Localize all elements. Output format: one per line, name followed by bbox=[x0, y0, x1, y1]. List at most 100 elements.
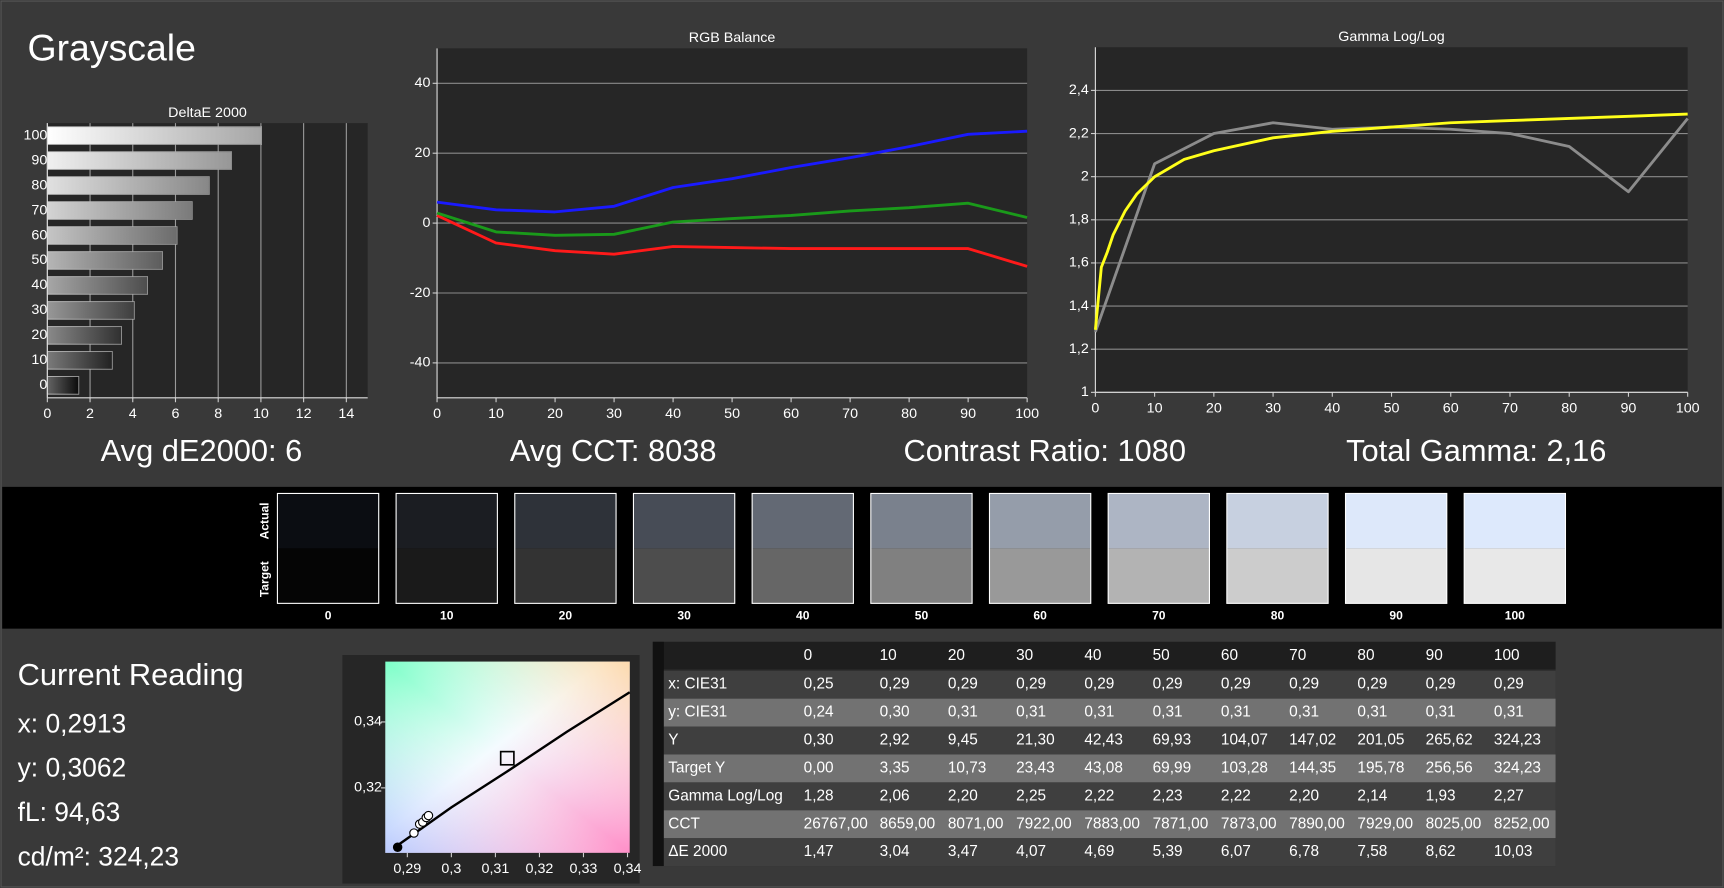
x-tick-label: 20 bbox=[1206, 401, 1222, 417]
x-tick-label: 30 bbox=[1265, 401, 1281, 417]
table-cell: 0,29 bbox=[1084, 676, 1114, 693]
swatch-row-label: Target bbox=[257, 561, 271, 597]
reading-line: y: 0,3062 bbox=[18, 753, 127, 783]
table-cell: 144,35 bbox=[1289, 759, 1336, 776]
data-line bbox=[436, 201, 1028, 237]
table-cell: 10,03 bbox=[1494, 843, 1533, 860]
table-cell: 0,29 bbox=[1426, 676, 1456, 693]
swatch-border bbox=[751, 492, 854, 604]
chart-title: Gamma Log/Log bbox=[1338, 29, 1445, 45]
stat: Avg dE2000: 6 bbox=[101, 433, 303, 468]
y-tick-label: 1 bbox=[1081, 384, 1089, 400]
y-tick-label: 60 bbox=[31, 227, 47, 243]
table-header-bg bbox=[652, 641, 1556, 670]
swatch-label: 70 bbox=[1152, 609, 1166, 623]
stat: Total Gamma: 2,16 bbox=[1346, 433, 1606, 468]
table-cell: 0,31 bbox=[1494, 704, 1524, 721]
table-cell: 2,06 bbox=[880, 787, 910, 804]
x-tick-label: 12 bbox=[296, 406, 312, 422]
swatch-border bbox=[632, 492, 736, 604]
table-row-bg bbox=[663, 698, 1556, 727]
table-cell: 1,93 bbox=[1426, 787, 1456, 804]
page-title: Grayscale bbox=[28, 26, 196, 68]
target-point bbox=[499, 750, 515, 766]
table-cell: 2,20 bbox=[948, 787, 978, 804]
swatch-border bbox=[1463, 492, 1567, 604]
x-tick-label: 0 bbox=[433, 406, 441, 422]
table-cell: 0,29 bbox=[880, 676, 910, 693]
table-cell: 0,30 bbox=[880, 704, 910, 721]
swatch-row-label: Actual bbox=[257, 502, 271, 539]
table-cell: 0,31 bbox=[1289, 704, 1319, 721]
table-cell: 1,47 bbox=[804, 843, 834, 860]
y-tick-label: 0 bbox=[422, 215, 430, 231]
y-tick-label: 80 bbox=[31, 177, 47, 193]
table-row-label: Gamma Log/Log bbox=[668, 787, 783, 804]
x-tick-label: 0 bbox=[43, 406, 51, 422]
y-tick-label: 100 bbox=[23, 127, 47, 143]
table-cell: 2,27 bbox=[1494, 787, 1524, 804]
bar-shade bbox=[47, 351, 113, 370]
table-cell: 9,45 bbox=[948, 732, 978, 749]
y-tick-label: -40 bbox=[410, 355, 431, 371]
swatch-label: 20 bbox=[559, 609, 573, 623]
bar-shade bbox=[47, 301, 135, 320]
bar-shade bbox=[47, 326, 122, 345]
table-cell: 201,05 bbox=[1357, 732, 1404, 749]
swatch-actual bbox=[277, 493, 379, 549]
stat: Avg CCT: 8038 bbox=[510, 433, 717, 468]
swatch-border bbox=[870, 492, 973, 604]
reading-title: Current Reading bbox=[18, 657, 244, 692]
table-row-label: ΔE 2000 bbox=[668, 843, 727, 860]
bar-shade bbox=[47, 201, 193, 220]
x-tick-label: 8 bbox=[214, 406, 222, 422]
table-cell: 103,28 bbox=[1221, 759, 1268, 776]
swatch-actual bbox=[1108, 493, 1210, 549]
table-cell: 8252,00 bbox=[1494, 815, 1550, 832]
y-tick-label: 40 bbox=[415, 75, 431, 91]
reading-line: x: 0,2913 bbox=[18, 708, 127, 738]
table-row-bg bbox=[663, 726, 1556, 755]
swatch-actual bbox=[396, 493, 498, 549]
y-tick-label: 2,2 bbox=[1069, 125, 1089, 141]
table-row-label: CCT bbox=[668, 815, 700, 832]
data-line bbox=[436, 214, 1028, 268]
table-row-bg bbox=[663, 670, 1556, 699]
y-tick-label: 1,8 bbox=[1069, 212, 1089, 228]
table-cell: 10,73 bbox=[948, 759, 987, 776]
table-cell: 6,78 bbox=[1289, 843, 1319, 860]
table-header: 60 bbox=[1221, 647, 1238, 664]
x-tick-label: 90 bbox=[960, 406, 976, 422]
table-cell: 2,20 bbox=[1289, 787, 1319, 804]
table-cell: 69,93 bbox=[1153, 732, 1192, 749]
table-header: 70 bbox=[1289, 647, 1306, 664]
swatch-border bbox=[1344, 492, 1448, 604]
table-cell: 0,31 bbox=[1426, 704, 1456, 721]
table-cell: 7929,00 bbox=[1357, 815, 1413, 832]
swatch-actual bbox=[1345, 493, 1447, 549]
chart-title: RGB Balance bbox=[689, 30, 776, 46]
table-cell: 2,23 bbox=[1153, 787, 1183, 804]
y-tick-label: 0,34 bbox=[354, 714, 382, 730]
table-cell: 3,47 bbox=[948, 843, 978, 860]
table-cell: 104,07 bbox=[1221, 732, 1268, 749]
x-tick-label: 40 bbox=[1324, 401, 1340, 417]
table-gutter bbox=[652, 641, 664, 867]
table-cell: 2,14 bbox=[1357, 787, 1387, 804]
table-cell: 0,29 bbox=[1016, 676, 1046, 693]
swatch-label: 50 bbox=[915, 609, 929, 623]
x-tick-label: 0,33 bbox=[570, 861, 598, 877]
table-cell: 23,43 bbox=[1016, 759, 1055, 776]
swatch-target bbox=[633, 548, 735, 604]
x-tick-label: 0,34 bbox=[614, 861, 642, 877]
table-cell: 2,92 bbox=[880, 732, 910, 749]
bar-shade bbox=[47, 176, 210, 195]
table-cell: 69,99 bbox=[1153, 759, 1192, 776]
swatch-label: 60 bbox=[1033, 609, 1047, 623]
table-cell: 195,78 bbox=[1357, 759, 1404, 776]
bar-shade bbox=[47, 226, 177, 245]
x-tick-label: 80 bbox=[901, 406, 917, 422]
table-cell: 0,31 bbox=[1221, 704, 1251, 721]
